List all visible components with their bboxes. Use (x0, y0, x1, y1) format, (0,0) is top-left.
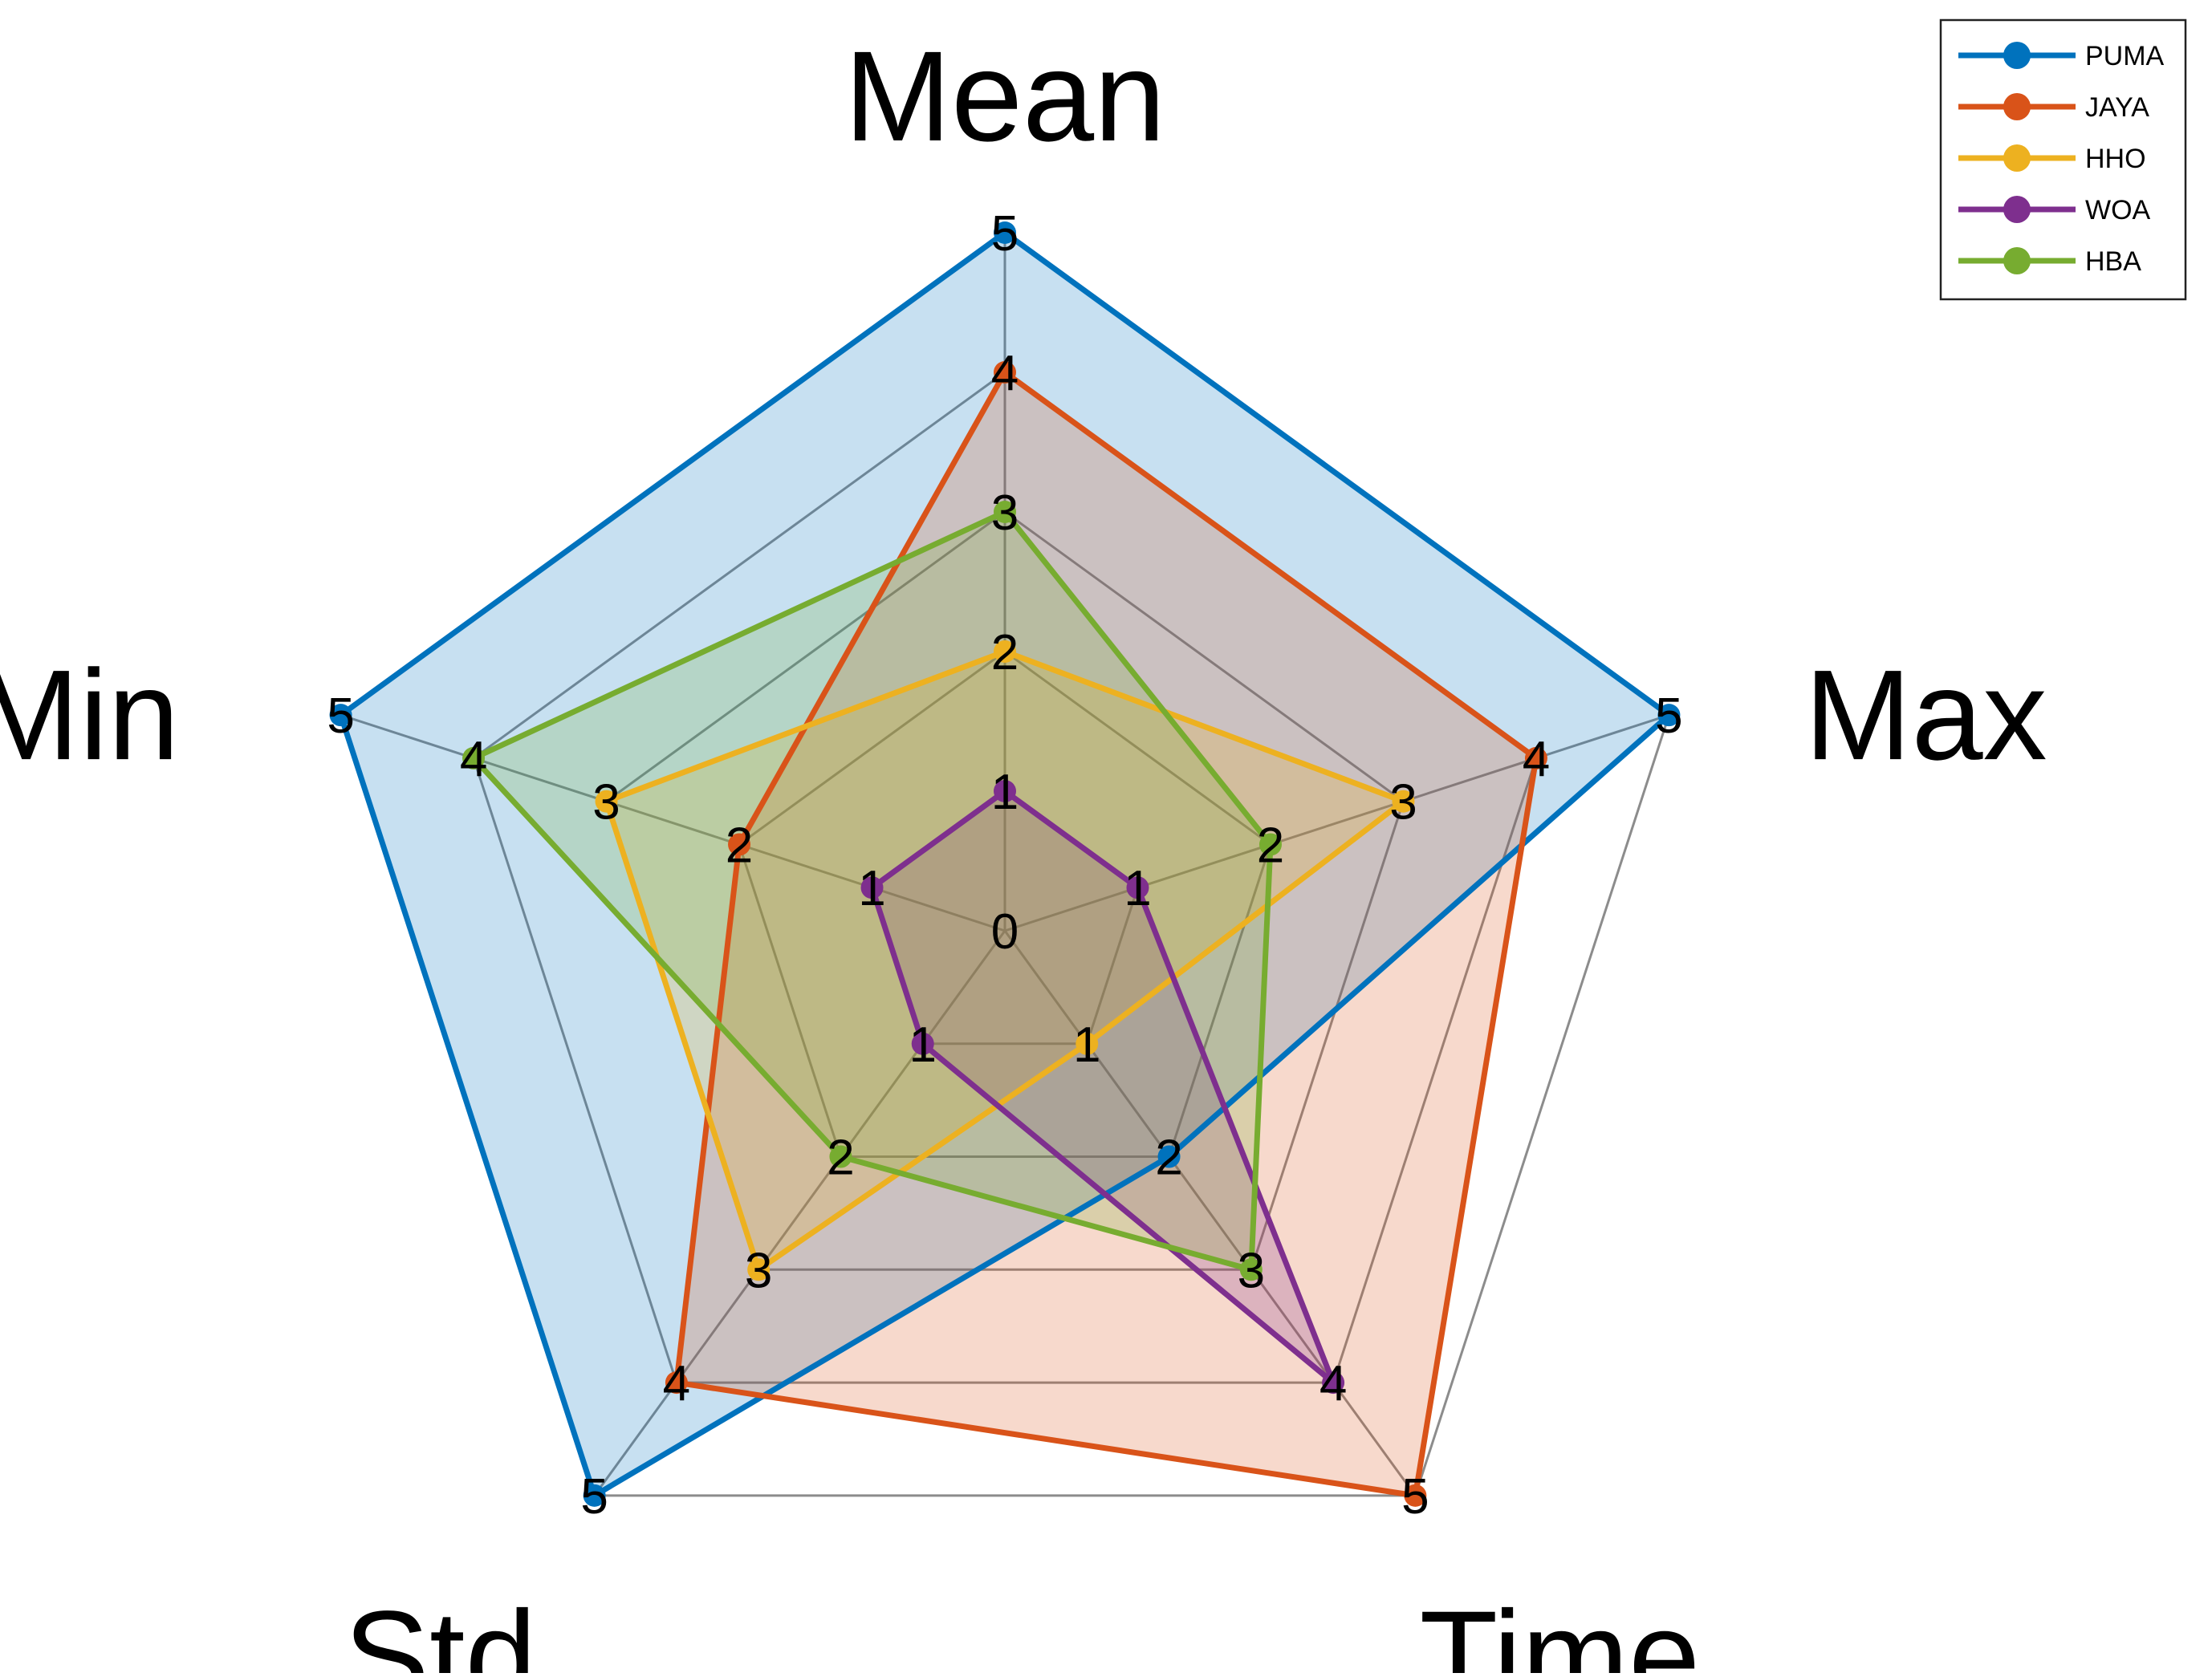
series-point-woa-0 (994, 780, 1016, 802)
series-point-woa-2 (1322, 1371, 1345, 1395)
series-point-hba-0 (994, 501, 1016, 523)
series-point-puma-3 (583, 1484, 606, 1507)
legend-label-hba: HBA (2085, 246, 2141, 277)
series-layer (329, 221, 1681, 1507)
legend: PUMA JAYA HHO WOA HBA (1939, 18, 2187, 301)
value-label-puma-2: 2 (1155, 1131, 1182, 1186)
value-label-jaya-3: 4 (663, 1356, 690, 1411)
series-point-puma-4 (329, 704, 352, 727)
grid-ring-2 (738, 650, 1272, 1159)
series-line-woa (868, 787, 1336, 1385)
series-line-hho (603, 648, 1409, 1274)
series-point-hba-3 (829, 1145, 852, 1168)
value-label-jaya-4: 2 (726, 818, 753, 873)
series-area-jaya (676, 372, 1536, 1496)
series-point-puma-2 (1157, 1145, 1181, 1168)
spoke-4 (340, 713, 1006, 932)
series-area-woa (872, 791, 1334, 1383)
legend-label-woa: WOA (2085, 195, 2151, 225)
legend-marker-hba (2003, 247, 2031, 274)
series-point-hho-4 (595, 790, 618, 813)
series-point-woa-3 (911, 1032, 934, 1055)
axis-title-layer: Mean Max Time Std. Min (0, 24, 2047, 1677)
series-point-jaya-1 (1524, 746, 1547, 769)
series-point-hba-2 (1239, 1258, 1263, 1281)
legend-marker-hho (2003, 144, 2031, 172)
axis-title-max: Max (1804, 643, 2047, 786)
axis-title-mean: Mean (844, 24, 1165, 168)
series-area-puma (340, 233, 1669, 1496)
spoke-2 (1003, 930, 1417, 1496)
spoke-3 (593, 930, 1006, 1496)
value-label-puma-4: 5 (327, 688, 354, 744)
series-point-jaya-3 (665, 1371, 688, 1395)
value-label-hba-3: 2 (827, 1131, 854, 1186)
axis-title-std: Std. (344, 1584, 572, 1673)
legend-marker-puma (2003, 42, 2031, 69)
spoke-1 (1004, 713, 1669, 932)
series-point-jaya-0 (994, 361, 1016, 384)
legend-label-puma: PUMA (2085, 41, 2165, 71)
tick-label-0: 0 (991, 904, 1019, 960)
series-line-puma (337, 229, 1674, 1500)
series-point-jaya-4 (728, 833, 751, 856)
value-label-woa-1: 1 (1124, 861, 1151, 916)
value-label-woa-4: 1 (858, 861, 885, 916)
series-point-hba-4 (462, 746, 486, 769)
value-label-puma-3: 5 (580, 1469, 608, 1525)
value-label-hho-1: 3 (1389, 775, 1417, 830)
tick-label-1: 1 (991, 765, 1019, 820)
value-label-hho-4: 3 (592, 775, 620, 830)
value-label-jaya-2: 5 (1401, 1469, 1429, 1525)
legend-marker-jaya (2003, 93, 2031, 120)
grid-ring-3 (604, 510, 1405, 1271)
value-label-woa-2: 4 (1319, 1356, 1347, 1411)
legend-label-jaya: JAYA (2085, 92, 2149, 123)
value-label-hba-4: 4 (460, 732, 487, 787)
value-label-woa-3: 1 (909, 1017, 936, 1073)
tick-label-3: 3 (991, 485, 1019, 541)
tick-label-4: 4 (991, 346, 1019, 401)
series-line-hba (469, 508, 1274, 1273)
value-label-hho-2: 1 (1073, 1017, 1100, 1073)
value-label-hba-2: 3 (1238, 1243, 1265, 1298)
axis-title-min: Min (0, 643, 179, 786)
label-layer: 0 1 2 3 4 5 5 2 5 5 4 5 4 2 3 1 3 3 1 4 1 1 2 3 2 4 (327, 206, 1682, 1525)
series-point-hho-1 (1392, 790, 1415, 813)
series-point-hba-1 (1258, 833, 1282, 856)
series-point-hho-3 (747, 1258, 771, 1281)
series-point-jaya-2 (1404, 1484, 1427, 1507)
series-line-jaya (673, 367, 1539, 1499)
series-point-puma-0 (994, 221, 1016, 244)
value-label-puma-1: 5 (1655, 688, 1682, 744)
series-point-hho-0 (994, 640, 1016, 663)
legend-marker-woa (2003, 196, 2031, 223)
tick-label-2: 2 (991, 625, 1019, 680)
series-point-woa-1 (1126, 876, 1149, 899)
series-point-woa-4 (860, 876, 884, 899)
value-label-hba-1: 2 (1257, 818, 1284, 873)
legend-label-hho: HHO (2085, 144, 2146, 174)
axis-title-time: Time (1420, 1584, 1701, 1673)
tick-label-5: 5 (991, 206, 1019, 262)
value-label-jaya-1: 4 (1523, 732, 1550, 787)
series-point-hho-2 (1076, 1032, 1099, 1055)
value-label-hho-3: 3 (745, 1243, 772, 1298)
series-point-puma-1 (1657, 704, 1681, 727)
